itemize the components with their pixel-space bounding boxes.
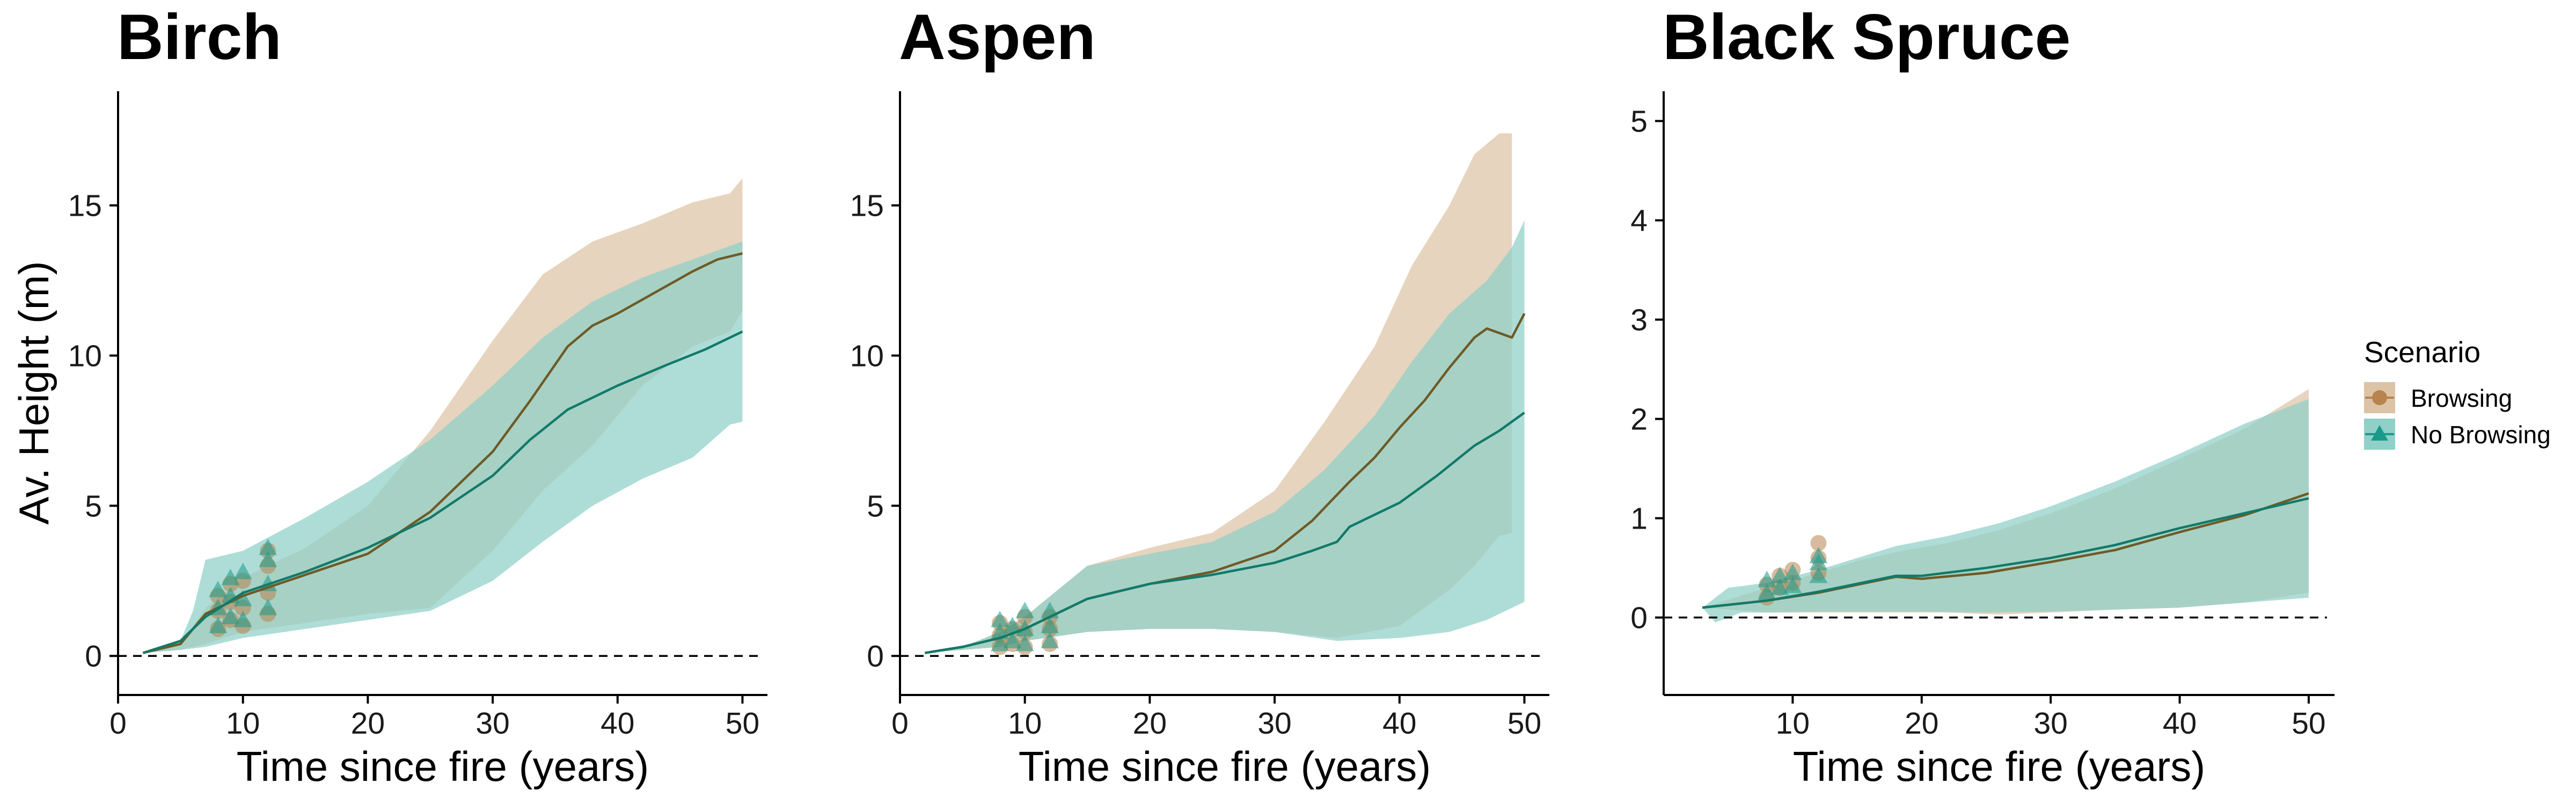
y-tick-label: 5 xyxy=(85,489,102,523)
x-axis-title: Time since fire (years) xyxy=(237,743,649,790)
x-tick-label: 40 xyxy=(601,706,634,741)
legend-label-no-browsing: No Browsing xyxy=(2411,421,2551,449)
panel-aspen: Aspen Time since fire (years) 0 10 20 30 40 5… xyxy=(850,1,1549,790)
x-tick-label: 30 xyxy=(2033,706,2067,741)
y-tick-label: 2 xyxy=(1630,402,1648,437)
y-tick-label: 10 xyxy=(68,339,102,374)
x-tick-label: 20 xyxy=(351,706,385,741)
y-tick-label: 15 xyxy=(850,189,884,223)
y-tick-label: 3 xyxy=(1630,303,1648,338)
point-no-browsing xyxy=(1758,583,1776,601)
panel-title: Aspen xyxy=(899,1,1096,73)
x-tick-label: 20 xyxy=(1133,706,1167,741)
x-tick-label: 30 xyxy=(1257,706,1291,741)
legend: Scenario Browsing No Browsing xyxy=(2364,335,2551,450)
y-tick-label: 0 xyxy=(1630,601,1648,635)
point-no-browsing xyxy=(1041,632,1059,648)
x-tick-label: 10 xyxy=(1008,706,1042,741)
y-tick-label: 0 xyxy=(867,639,884,674)
legend-title: Scenario xyxy=(2364,335,2480,369)
panel-title: Birch xyxy=(117,1,282,73)
point-no-browsing xyxy=(221,608,240,625)
y-tick-label: 15 xyxy=(68,189,102,223)
point-no-browsing xyxy=(1003,617,1022,633)
point-no-browsing xyxy=(233,589,252,606)
x-tick-label: 0 xyxy=(891,706,909,741)
panel-birch: Birch Time since fire (years) Av. Height… xyxy=(10,1,767,790)
y-tick-label: 5 xyxy=(1630,105,1648,139)
point-no-browsing xyxy=(1809,566,1828,583)
point-no-browsing xyxy=(259,551,277,567)
ribbon-no-browsing xyxy=(925,220,1525,653)
y-tick-label: 0 xyxy=(85,639,102,674)
x-axis-title: Time since fire (years) xyxy=(1019,743,1431,790)
x-tick-label: 50 xyxy=(1507,706,1541,741)
legend-label-browsing: Browsing xyxy=(2411,384,2512,412)
point-browsing xyxy=(1810,535,1827,551)
panel-black-spruce: Black Spruce Time since fire (years) 10 2… xyxy=(1630,1,2334,790)
y-tick-label: 10 xyxy=(850,339,884,374)
point-no-browsing xyxy=(991,611,1009,627)
point-no-browsing xyxy=(259,598,277,616)
point-no-browsing xyxy=(1783,564,1802,581)
legend-key-browsing-marker xyxy=(2372,390,2387,405)
legend-key-no-browsing-marker xyxy=(2371,425,2388,441)
line-no-browsing xyxy=(142,330,743,654)
point-no-browsing xyxy=(1003,632,1022,648)
plot-area xyxy=(118,178,760,657)
y-tick-label: 1 xyxy=(1630,502,1648,536)
y-tick-label: 4 xyxy=(1630,204,1648,238)
point-no-browsing xyxy=(233,562,252,580)
ribbon-browsing xyxy=(143,178,743,653)
point-no-browsing xyxy=(1809,546,1828,564)
ribbon-no-browsing xyxy=(1702,399,2309,623)
plot-area xyxy=(1664,389,2327,623)
point-no-browsing xyxy=(1041,617,1059,633)
x-tick-label: 20 xyxy=(1905,706,1938,741)
x-tick-label: 10 xyxy=(1776,706,1810,741)
point-no-browsing xyxy=(209,581,228,597)
point-no-browsing xyxy=(1770,579,1789,595)
point-no-browsing xyxy=(1015,602,1034,618)
x-tick-label: 40 xyxy=(1382,706,1416,741)
x-tick-label: 50 xyxy=(726,706,759,741)
y-tick-label: 5 xyxy=(867,489,884,523)
point-no-browsing xyxy=(1015,634,1034,652)
x-tick-label: 0 xyxy=(109,706,127,741)
ribbon-no-browsing xyxy=(143,241,743,653)
point-no-browsing xyxy=(1783,576,1802,594)
legend-item-no-browsing: No Browsing xyxy=(2364,419,2551,450)
line-no-browsing xyxy=(925,412,1525,654)
y-axis-title: Av. Height (m) xyxy=(10,261,57,524)
legend-item-browsing: Browsing xyxy=(2364,382,2512,413)
point-no-browsing xyxy=(209,617,228,633)
line-no-browsing xyxy=(1702,497,2309,609)
plot-area xyxy=(900,133,1542,657)
x-tick-label: 30 xyxy=(475,706,509,741)
point-no-browsing xyxy=(221,568,240,586)
point-no-browsing xyxy=(233,611,252,627)
x-tick-label: 10 xyxy=(226,706,260,741)
panel-title: Black Spruce xyxy=(1663,1,2070,73)
x-tick-label: 40 xyxy=(2163,706,2197,741)
x-tick-label: 50 xyxy=(2292,706,2325,741)
point-no-browsing xyxy=(259,538,277,555)
x-axis-title: Time since fire (years) xyxy=(1793,743,2206,790)
